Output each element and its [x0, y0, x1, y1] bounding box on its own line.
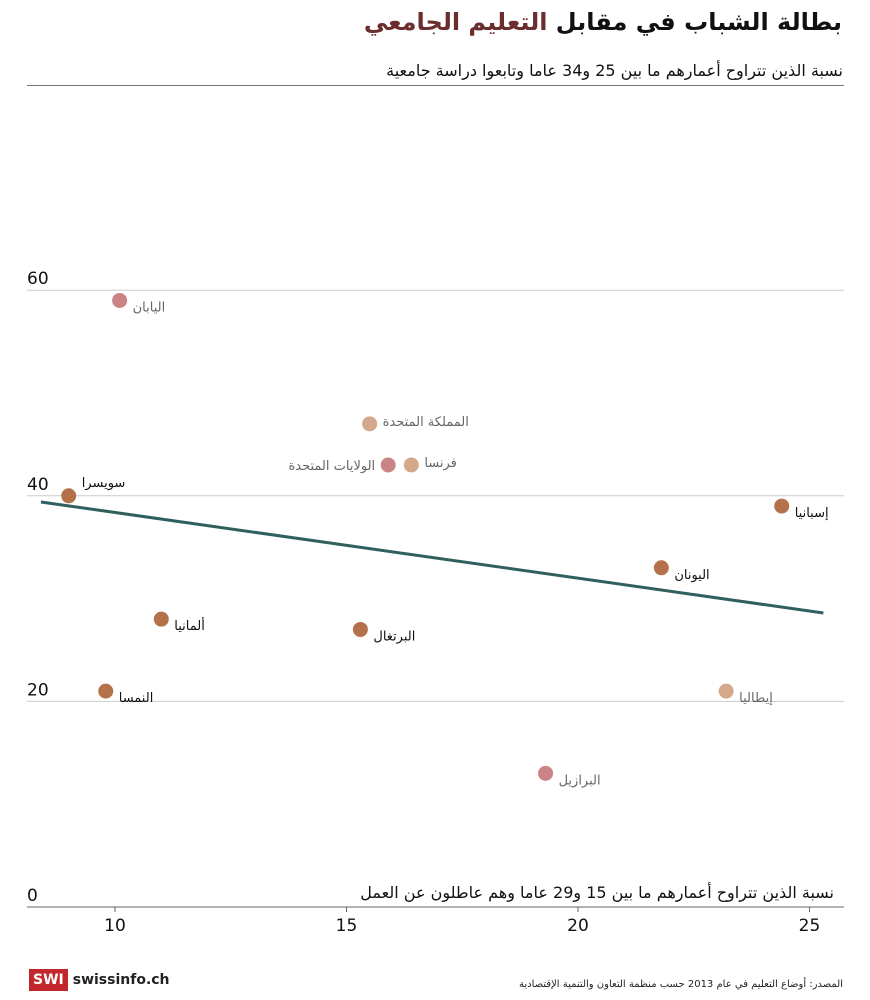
point-label: البرتغال — [373, 629, 415, 644]
point-label: سويسرا — [82, 476, 126, 491]
point-label: فرنسا — [424, 456, 457, 471]
x-axis-title: نسبة الذين تتراوح أعمارهم ما بين 15 و29 … — [360, 882, 834, 903]
x-tick-label: 25 — [799, 916, 821, 936]
data-point — [380, 457, 396, 473]
point-label: إيطاليا — [739, 691, 773, 706]
data-point — [362, 416, 378, 432]
point-label: إسبانيا — [795, 506, 829, 521]
x-tick-label: 15 — [336, 916, 358, 936]
data-point — [653, 560, 669, 576]
point-label: الولايات المتحدة — [288, 459, 375, 474]
top-rule — [27, 85, 844, 86]
data-point — [112, 292, 128, 308]
point-label: اليونان — [674, 568, 709, 583]
data-point — [352, 621, 368, 637]
point-label: اليابان — [133, 300, 166, 315]
y-axis-title: نسبة الذين تتراوح أعمارهم ما بين 25 و34 … — [386, 61, 843, 80]
data-point — [538, 765, 554, 781]
trendline-group — [40, 500, 824, 615]
source-note: المصدر: أوضاع التعليم في عام 2013 حسب من… — [518, 979, 843, 990]
data-point — [98, 683, 114, 699]
x-tick-label: 20 — [567, 916, 589, 936]
y-axis-ticks: 0 20 40 60 — [27, 269, 49, 906]
logo-badge: SWI — [29, 969, 68, 991]
scatter-chart: اليابان سويسرا المملكة المتحدة الولايات الم… — [27, 269, 844, 936]
data-point — [403, 457, 419, 473]
gridlines — [27, 289, 844, 702]
point-label: البرازيل — [559, 773, 601, 788]
data-point — [61, 488, 77, 504]
points-group: اليابان سويسرا المملكة المتحدة الولايات الم… — [61, 292, 829, 788]
logo-text: swissinfo.ch — [72, 972, 170, 988]
point-label: ألمانيا — [174, 617, 205, 634]
chart-title: بطالة الشباب في مقابل التعليم الجامعي — [364, 8, 842, 36]
x-axis: 10 15 20 25 — [27, 906, 844, 936]
y-tick-label: 20 — [27, 680, 49, 700]
swissinfo-logo[interactable]: SWI swissinfo.ch — [29, 969, 170, 991]
y-tick-label: 60 — [27, 269, 49, 289]
x-tick-label: 10 — [104, 916, 126, 936]
trendline — [40, 500, 824, 615]
y-tick-label: 40 — [27, 475, 49, 495]
data-point — [153, 611, 169, 627]
title-highlight: التعليم الجامعي — [363, 8, 548, 36]
y-tick-label: 0 — [27, 886, 38, 906]
title-main: بطالة الشباب في مقابل — [547, 8, 842, 36]
data-point — [774, 498, 790, 514]
point-label: النمسا — [119, 691, 154, 706]
data-point — [718, 683, 734, 699]
point-label: المملكة المتحدة — [383, 415, 469, 430]
